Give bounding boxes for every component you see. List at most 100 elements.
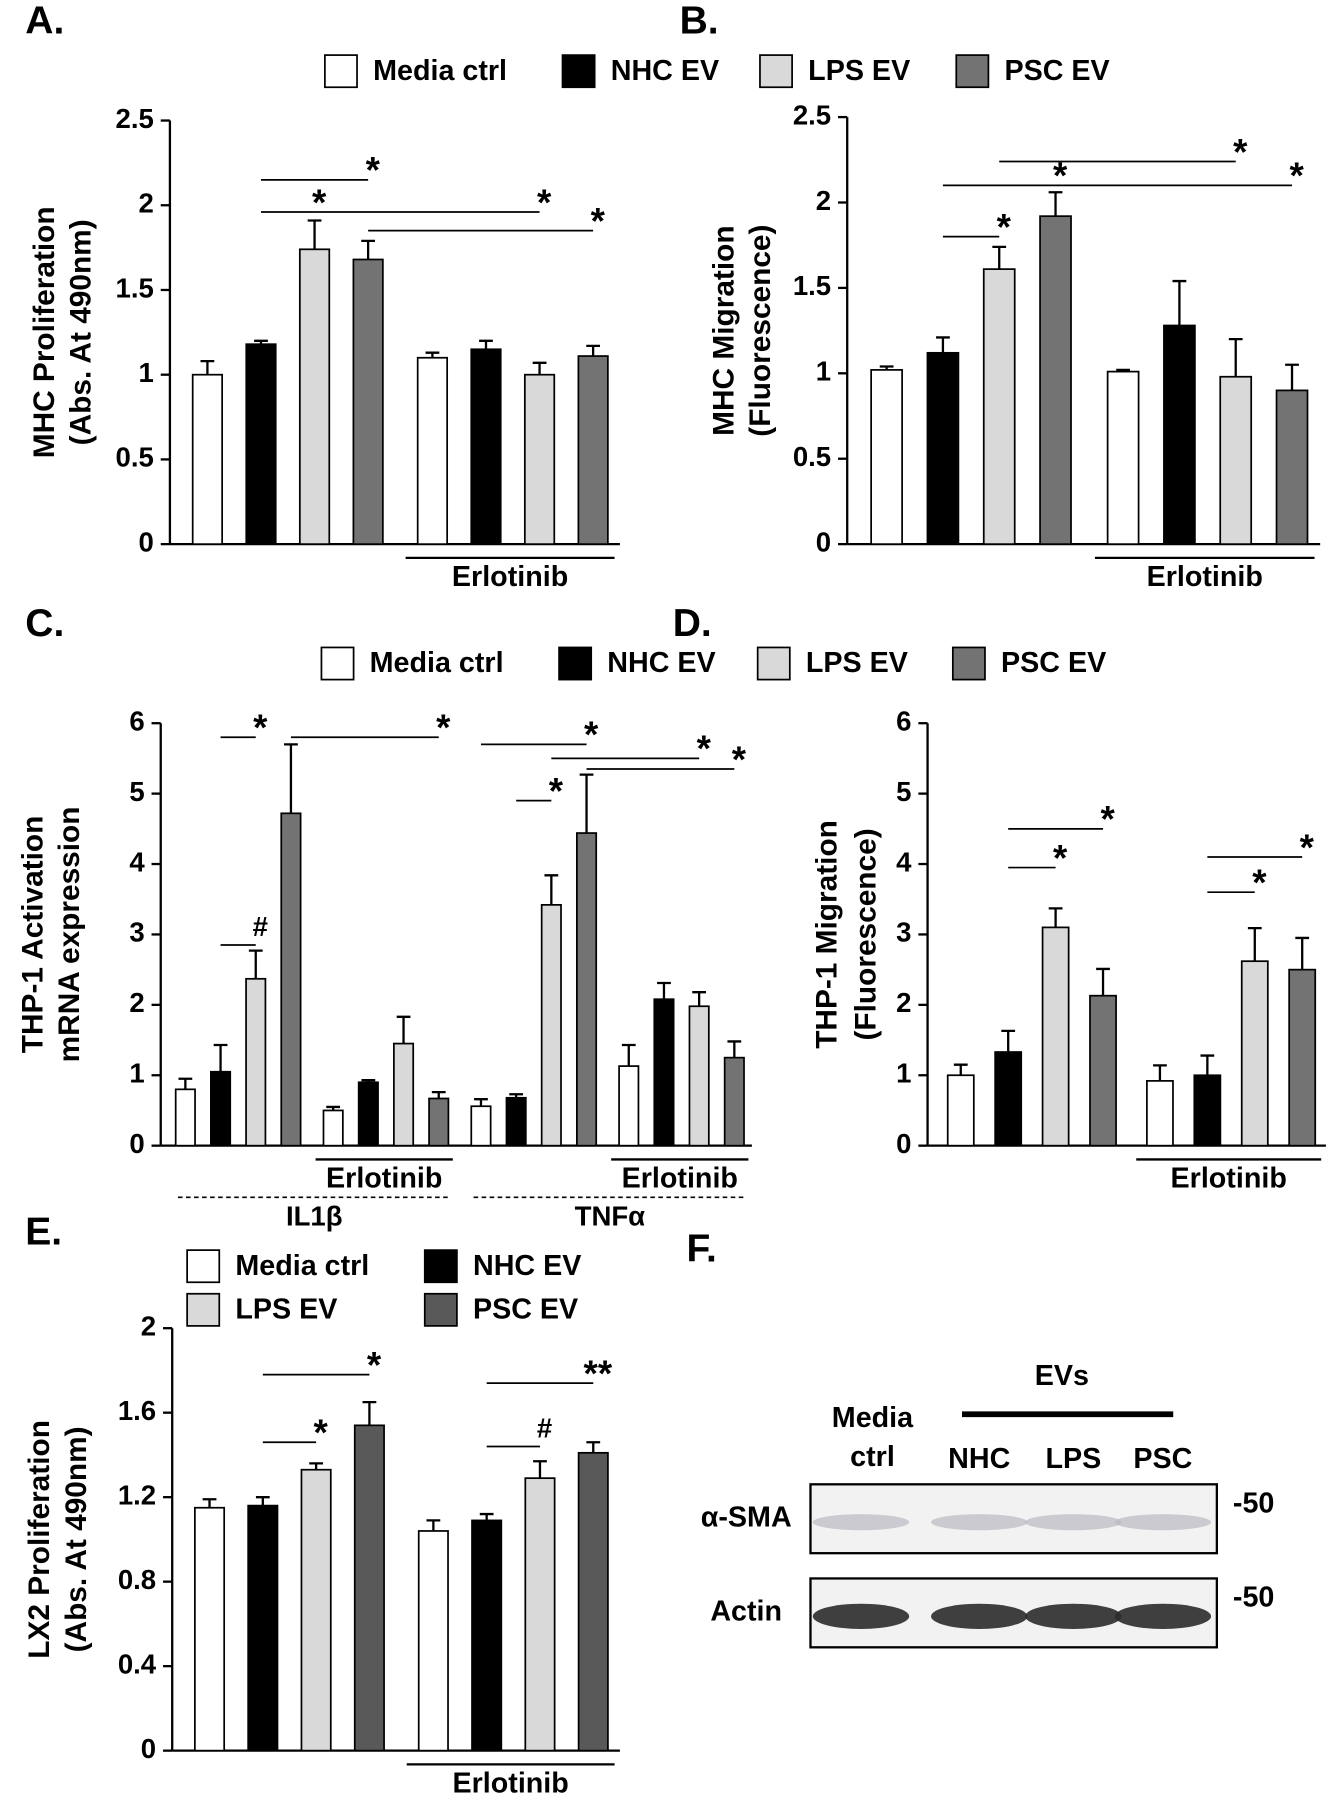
y-tick-label: 2.5 (793, 99, 831, 130)
y-tick-label: 0 (816, 526, 831, 557)
significance-label: * (1053, 837, 1068, 878)
blot-band (931, 1603, 1028, 1629)
supergroup-label: IL1β (286, 1200, 343, 1231)
panel-label: C. (25, 602, 64, 645)
y-tick-label: 4 (896, 846, 912, 877)
marker-label: -50 (1233, 1488, 1274, 1520)
significance-label: * (1289, 155, 1304, 196)
bar (524, 1477, 556, 1752)
y-tick-label: 1 (816, 356, 831, 387)
bar (1275, 389, 1309, 545)
y-tick-label: 2 (896, 987, 911, 1018)
significance-label: * (1053, 155, 1068, 196)
bar (353, 1424, 385, 1752)
significance-label: * (366, 150, 381, 191)
significance-label: * (591, 200, 606, 241)
bar (505, 1096, 527, 1147)
blot-band (1025, 1514, 1122, 1531)
bar (247, 1504, 279, 1752)
bar (1193, 1074, 1222, 1147)
y-tick-label: 1.5 (793, 270, 831, 301)
x-category-label: Erlotinib (622, 1163, 738, 1195)
bar (723, 1056, 745, 1147)
y-axis-label: THP-1 Migration (811, 820, 844, 1049)
lane-label: PSC (1133, 1443, 1192, 1475)
significance-label: * (367, 1344, 382, 1385)
legend-swatch (186, 1292, 221, 1327)
y-axis-label: MHC Migration (707, 225, 740, 435)
bar (470, 1105, 492, 1147)
y-tick-label: 6 (129, 705, 144, 736)
bar (575, 832, 598, 1147)
bar (393, 1042, 415, 1147)
legend-swatch (186, 1249, 221, 1284)
legend-swatch (561, 54, 596, 89)
blot-band (1025, 1603, 1122, 1629)
lane-label-text: Media ctrl (831, 1401, 914, 1473)
significance-label: # (253, 911, 268, 942)
bar (300, 1468, 332, 1752)
legend-swatch (759, 54, 793, 89)
bar (298, 248, 331, 545)
legend-swatch (558, 646, 593, 681)
y-axis-label: (Abs. At 490nm) (65, 219, 98, 445)
significance-label: * (312, 182, 327, 223)
row-label: α-SMA (701, 1501, 792, 1533)
blot-band (1114, 1514, 1212, 1531)
significance-label: # (537, 1413, 552, 1444)
bar (1146, 1080, 1174, 1147)
y-tick-label: 1.5 (116, 272, 154, 303)
bar (577, 355, 609, 545)
significance-label: * (1233, 131, 1248, 172)
panel-label: E. (25, 1210, 62, 1253)
bar (870, 369, 903, 545)
y-axis-label: (Fluorescence) (850, 828, 883, 1040)
blot-band (812, 1603, 910, 1629)
x-category-label: Erlotinib (452, 561, 568, 593)
legend-label: Media ctrl (373, 55, 507, 87)
bar (1106, 370, 1140, 545)
legend-swatch (423, 1292, 458, 1327)
legend-label: PSC EV (1001, 647, 1106, 679)
marker-label: -50 (1233, 1582, 1274, 1614)
y-tick-label: 1.6 (118, 1395, 156, 1426)
legend-swatch (756, 646, 791, 681)
y-tick-label: 4 (129, 846, 145, 877)
x-category-label: Erlotinib (1171, 1163, 1287, 1195)
bar (982, 268, 1016, 545)
supergroup-label: TNFα (575, 1200, 646, 1231)
y-tick-label: 2 (139, 188, 154, 219)
bar (577, 1451, 609, 1752)
bar (688, 1005, 710, 1147)
blot-band (812, 1514, 910, 1531)
y-axis-label: (Abs. At 490nm) (60, 1426, 93, 1652)
y-tick-label: 0.5 (793, 441, 831, 472)
y-tick-label: 0.4 (118, 1648, 157, 1679)
significance-label: * (997, 206, 1012, 247)
bar (357, 1081, 379, 1147)
bar (470, 348, 502, 545)
blot-band (1114, 1603, 1212, 1629)
legend-swatch (955, 54, 990, 89)
bar (428, 1097, 450, 1147)
legend-swatch (423, 1249, 458, 1284)
significance-label: * (253, 707, 268, 748)
y-tick-label: 0 (896, 1128, 911, 1159)
bar (1039, 215, 1072, 545)
bar (416, 356, 449, 545)
significance-label: * (436, 707, 451, 748)
bar (1089, 994, 1117, 1147)
legend-label: NHC EV (473, 1250, 581, 1282)
significance-label: * (1252, 862, 1267, 903)
legend-label: Media ctrl (235, 1250, 369, 1282)
y-tick-label: 0 (141, 1733, 156, 1764)
bar (946, 1074, 975, 1147)
significance-label: * (314, 1412, 329, 1453)
y-tick-label: 5 (896, 776, 911, 807)
lane-label: LPS (1045, 1443, 1101, 1475)
panel-label: B. (680, 0, 719, 42)
y-tick-label: 2.5 (116, 103, 154, 134)
x-category-label: Erlotinib (452, 1768, 568, 1800)
lane-label: Media ctrl (831, 1401, 914, 1473)
